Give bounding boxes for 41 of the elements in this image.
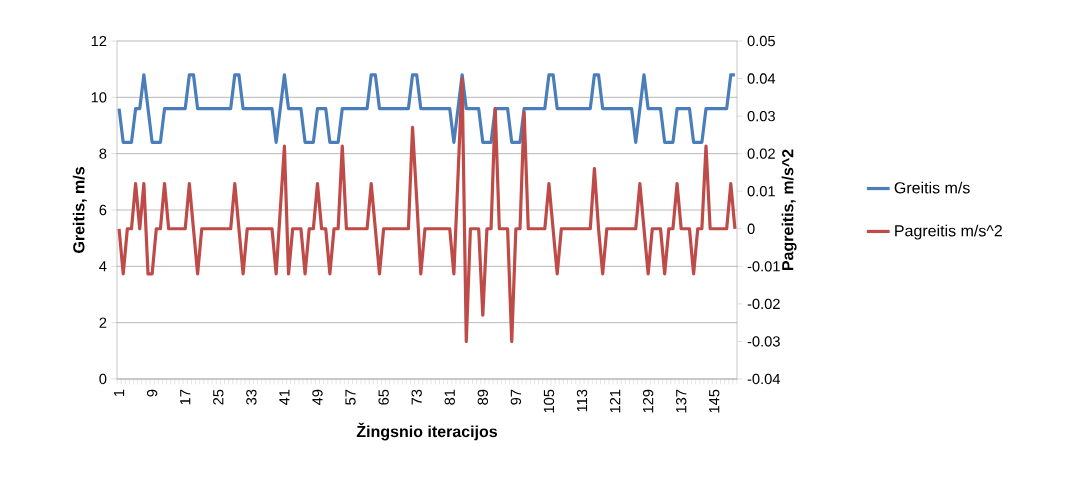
x-tick-label: 145 bbox=[709, 389, 720, 413]
x-tick-label: 137 bbox=[676, 389, 687, 413]
y-tick-label: 2 bbox=[99, 317, 107, 328]
x-tick-label: 89 bbox=[477, 389, 488, 405]
x-axis-title: Žingsnio iteracijos bbox=[356, 422, 498, 441]
x-tick-label: 41 bbox=[279, 389, 290, 406]
x-tick-label: 73 bbox=[411, 389, 422, 405]
x-tick-label: 57 bbox=[345, 389, 356, 405]
x-tick-label: 17 bbox=[180, 389, 191, 405]
y-tick-label: 10 bbox=[91, 92, 107, 103]
x-tick-label: 33 bbox=[246, 389, 257, 405]
y2-tick-label: 0.01 bbox=[747, 186, 775, 197]
y-tick-label: 6 bbox=[99, 204, 107, 216]
x-tick-label: 49 bbox=[312, 389, 323, 406]
y-tick-label: 12 bbox=[91, 35, 107, 47]
x-tick-label: 81 bbox=[444, 389, 455, 405]
y2-tick-label: -0.04 bbox=[747, 373, 781, 385]
legend-label: Pagreitis m/s^2 bbox=[895, 224, 1002, 240]
y2-tick-label: 0 bbox=[747, 223, 755, 234]
y2-tick-label: -0.02 bbox=[747, 298, 780, 310]
x-tick-label: 1 bbox=[114, 389, 125, 397]
x-tick-label: 121 bbox=[609, 389, 621, 413]
y-tick-label: 4 bbox=[99, 261, 107, 272]
y-axis-title: Greitis, m/s bbox=[72, 167, 87, 253]
x-tick-label: 129 bbox=[642, 389, 654, 413]
y-tick-label: 8 bbox=[99, 148, 107, 159]
x-tick-label: 105 bbox=[543, 389, 555, 413]
y2-tick-label: 0.04 bbox=[747, 73, 776, 84]
x-tick-label: 9 bbox=[146, 389, 158, 397]
x-tick-label: 113 bbox=[576, 389, 588, 412]
x-tick-label: 97 bbox=[510, 389, 522, 405]
x-tick-label: 65 bbox=[378, 389, 389, 405]
legend-label: Greitis m/s bbox=[894, 181, 970, 194]
y2-tick-label: 0.03 bbox=[747, 110, 775, 122]
y-tick-label: 0 bbox=[99, 373, 107, 385]
y2-tick-label: 0.02 bbox=[747, 148, 775, 159]
y2-tick-label: -0.03 bbox=[747, 336, 780, 347]
x-tick-label: 25 bbox=[213, 389, 224, 405]
y2-tick-label: 0.05 bbox=[747, 35, 775, 47]
y2-tick-label: -0.01 bbox=[747, 261, 780, 272]
y2-axis-title: Pagreitis, m/s^2 bbox=[781, 149, 797, 271]
